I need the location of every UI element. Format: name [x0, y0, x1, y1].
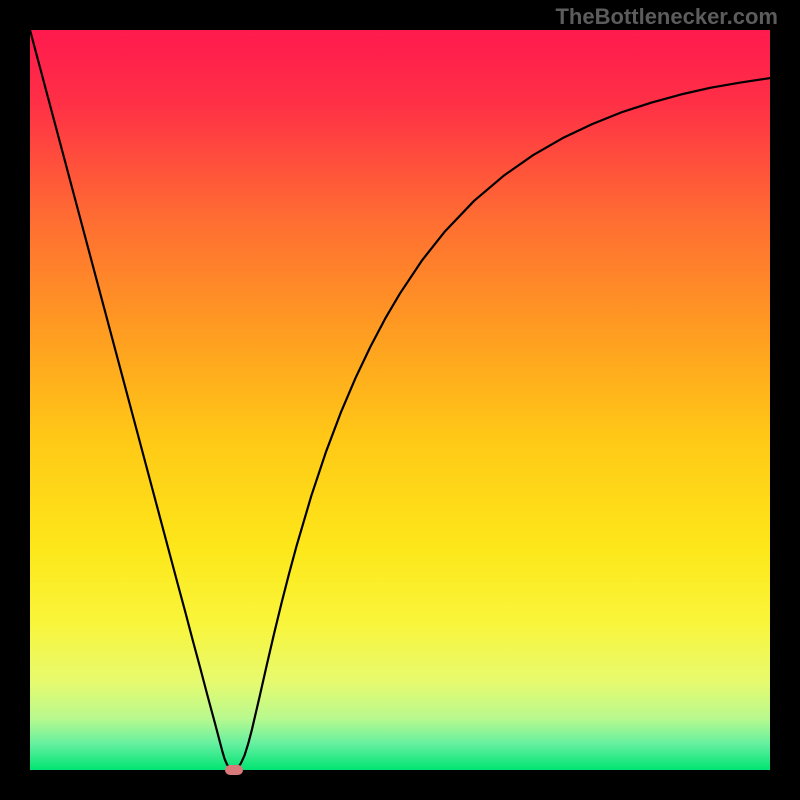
plot-area [30, 30, 770, 770]
chart-container: TheBottlenecker.com [0, 0, 800, 800]
curve-layer [30, 30, 770, 770]
watermark-text: TheBottlenecker.com [555, 4, 778, 30]
minimum-marker [225, 765, 243, 775]
